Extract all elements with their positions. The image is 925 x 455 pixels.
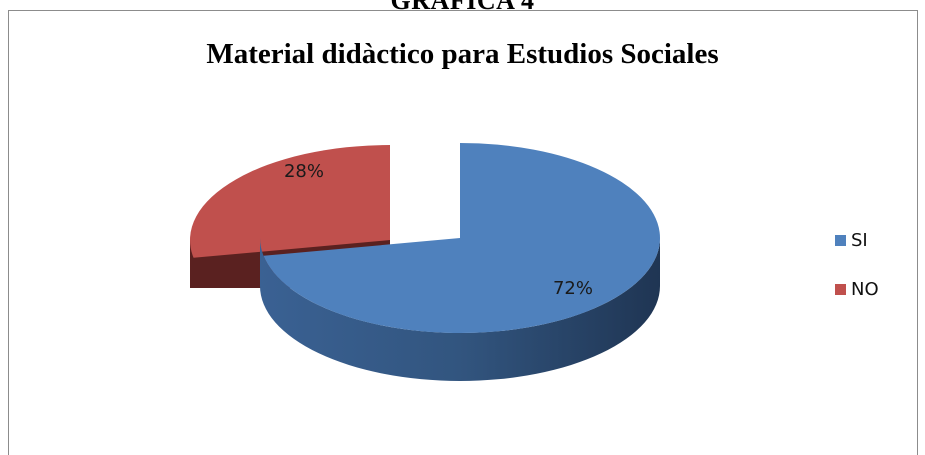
pie-slice-no <box>189 145 390 258</box>
pie-slice-si-side <box>260 238 660 381</box>
legend-item-no: NO <box>835 277 879 301</box>
chart-frame <box>8 10 918 455</box>
legend-swatch-no <box>835 283 846 295</box>
legend: SI NO <box>835 228 879 326</box>
page-heading: GRAFICA 4 <box>390 0 535 15</box>
legend-swatch-si <box>835 234 846 246</box>
chart-title: Material didàctico para Estudios Sociale… <box>206 38 719 70</box>
legend-label-no: NO <box>851 278 879 300</box>
pie-slice-si <box>263 143 660 334</box>
data-label-si: 72% <box>553 278 593 299</box>
legend-label-si: SI <box>851 229 868 251</box>
data-label-no: 28% <box>284 161 324 182</box>
legend-item-si: SI <box>835 228 879 252</box>
